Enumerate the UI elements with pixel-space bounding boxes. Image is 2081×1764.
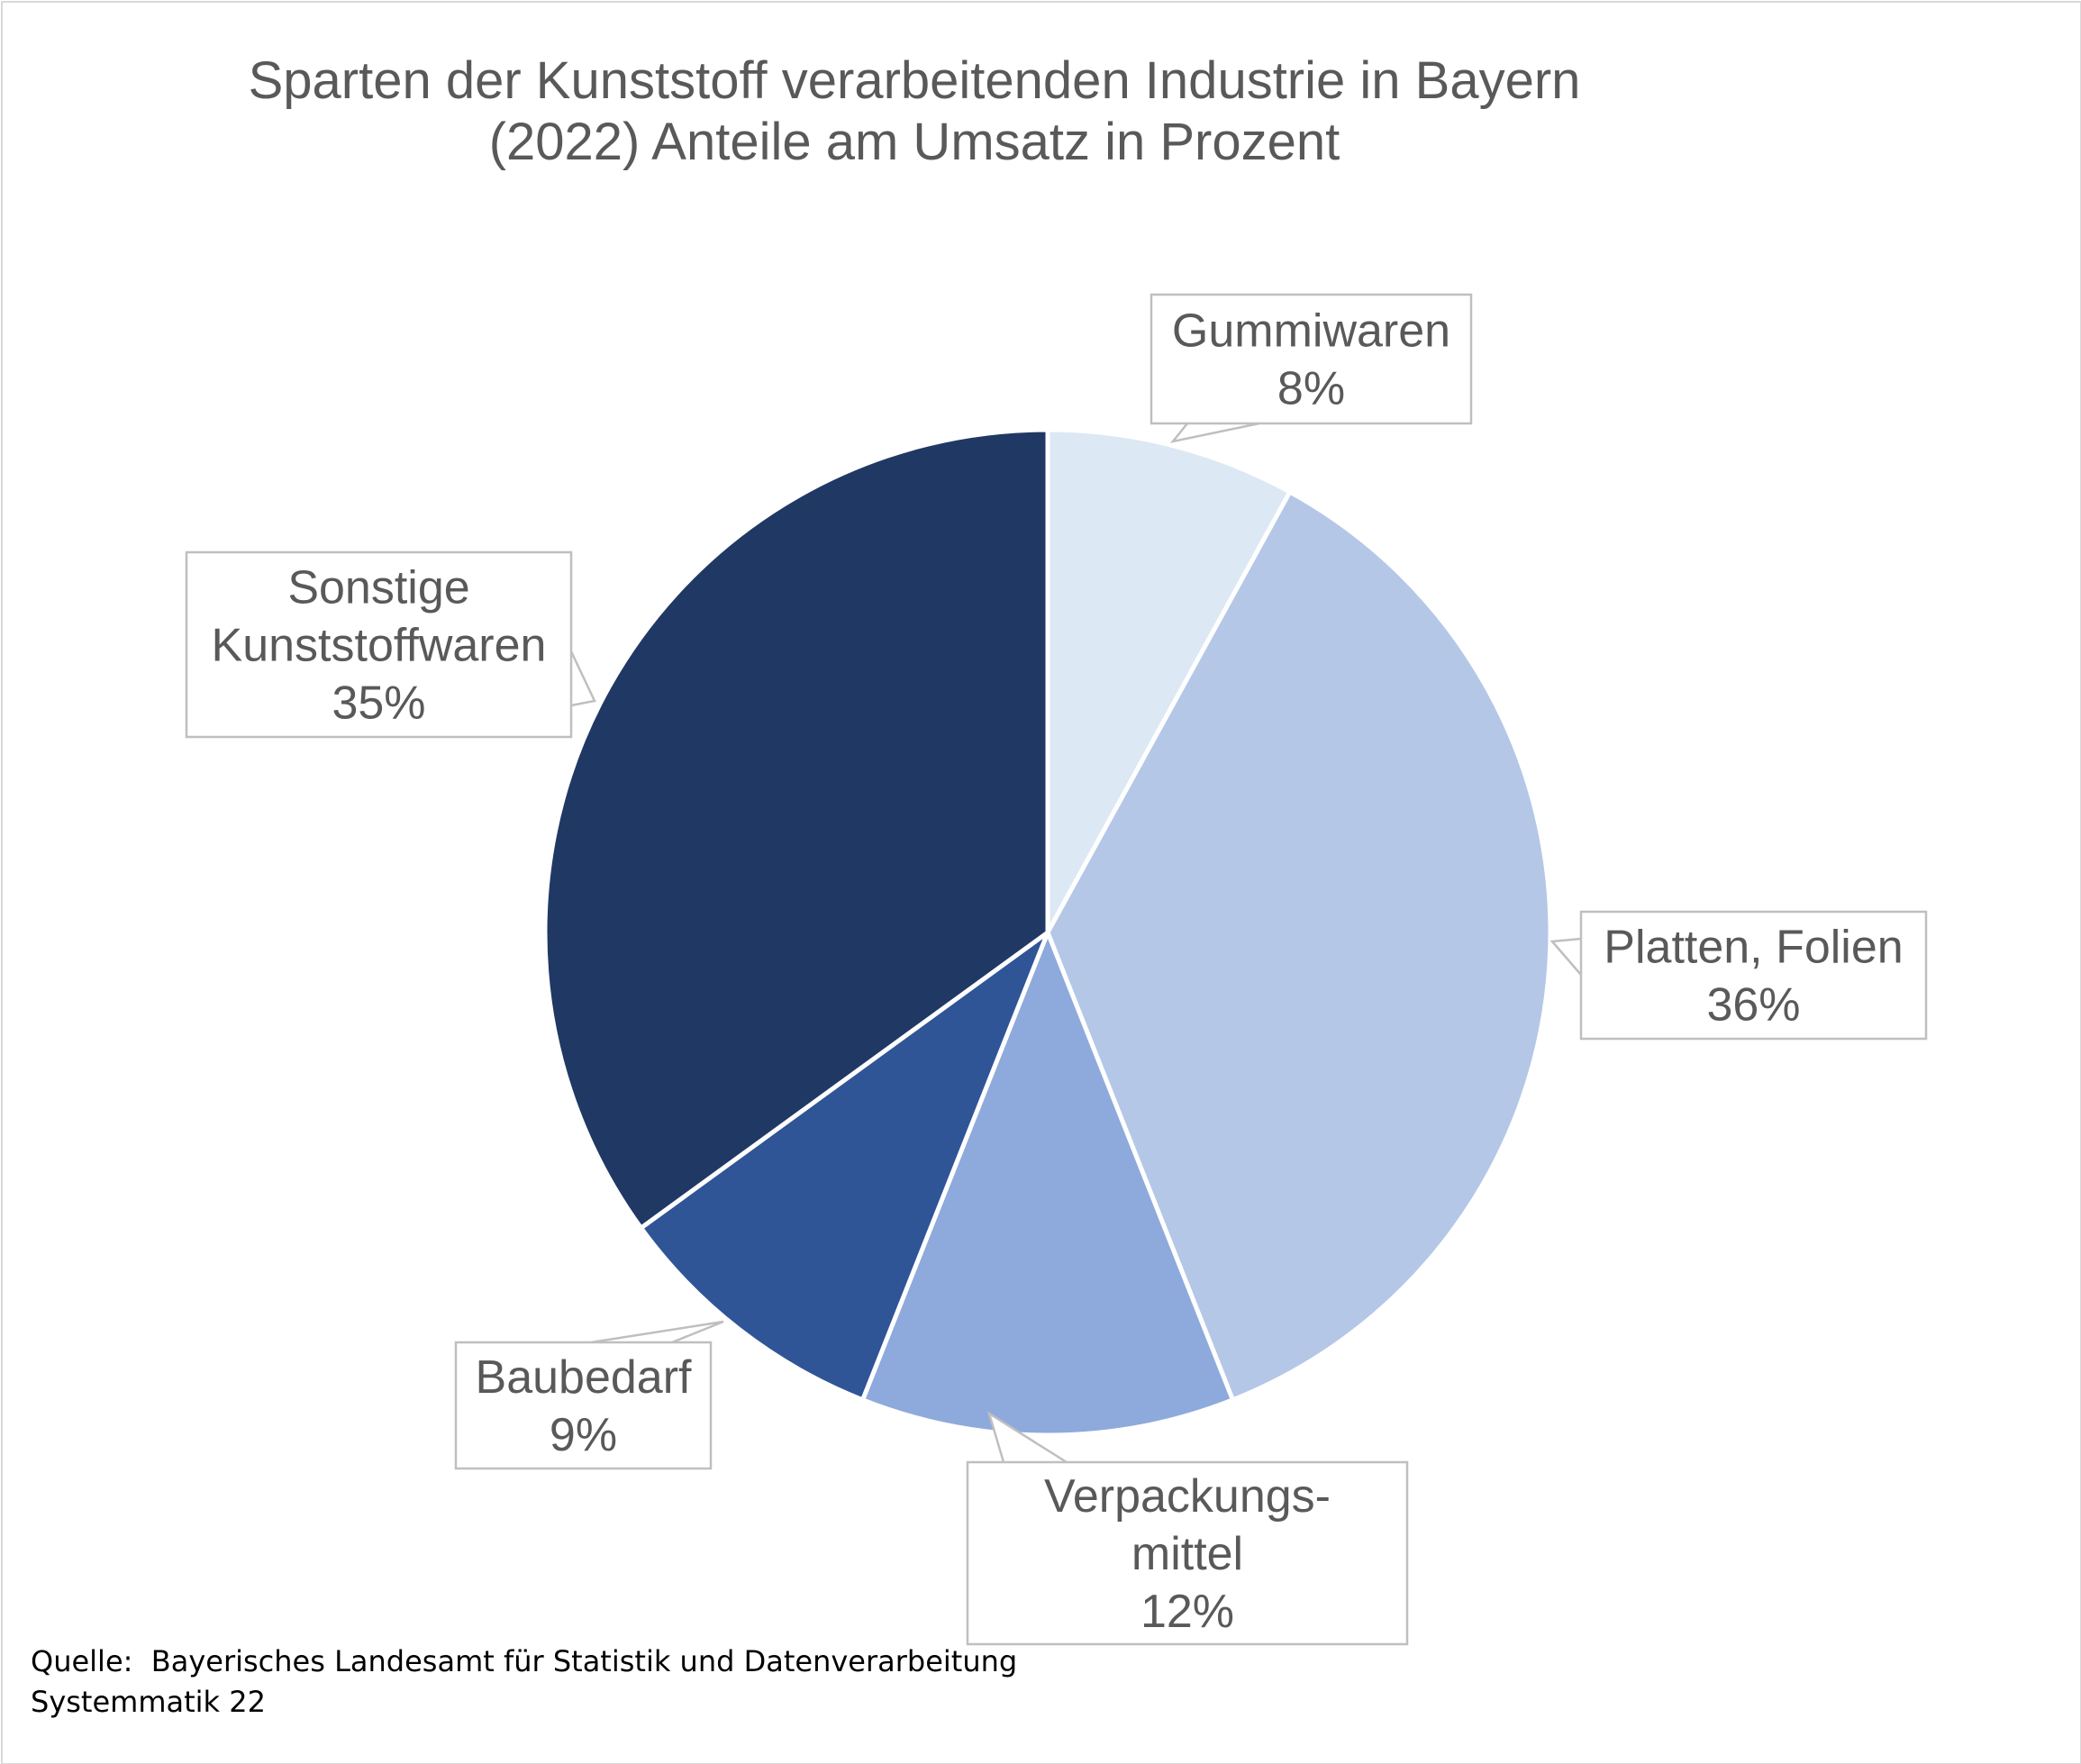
- callout-pointer: [986, 1411, 1068, 1464]
- callout-pointer: [569, 650, 596, 707]
- callout-box: [454, 1341, 713, 1470]
- callout-box: [1579, 910, 1928, 1041]
- slice-category-label: mittel: [1131, 1528, 1243, 1580]
- callout-box: [966, 1460, 1409, 1646]
- slice-category-label: Kunststoffwaren: [212, 620, 547, 672]
- slice-category-label: Verpackungs-: [1044, 1470, 1331, 1523]
- slice-category-label: Sonstige: [287, 562, 469, 614]
- pie-slice: [639, 930, 1050, 1403]
- pie-slice: [1045, 489, 1553, 1403]
- data-label-callout: Verpackungs-mittel 12%: [966, 1411, 1409, 1646]
- pie-slice: [860, 930, 1235, 1438]
- slice-value-label: 9%: [550, 1409, 617, 1461]
- slice-value-label: 36%: [1706, 979, 1800, 1032]
- pie-slice: [542, 427, 1050, 1231]
- slice-category-label: Platten, Folien: [1604, 922, 1903, 974]
- callout-box: [185, 550, 573, 739]
- slice-category-label: Baubedarf: [476, 1351, 693, 1404]
- callout-pointer: [1549, 937, 1582, 976]
- source-line-1: Quelle: Bayerisches Landesamt für Statis…: [31, 1644, 1018, 1678]
- callout-pointer: [590, 1320, 724, 1344]
- pie-slice: [1045, 427, 1293, 935]
- chart-title-line-1: Sparten der Kunststoff verarbeitenden In…: [248, 51, 1581, 110]
- chart-title-line-2: (2022) Anteile am Umsatz in Prozent: [488, 113, 1340, 171]
- slice-value-label: 12%: [1140, 1586, 1234, 1638]
- slice-value-label: 35%: [332, 677, 425, 730]
- slice-value-label: 8%: [1277, 363, 1345, 415]
- source-note: Quelle: Bayerisches Landesamt für Statis…: [31, 1641, 1017, 1723]
- slice-category-label: Gummiwaren: [1172, 305, 1450, 358]
- callout-pointer: [1169, 422, 1260, 443]
- callout-box: [1150, 293, 1473, 425]
- chart-title: Sparten der Kunststoff verarbeitenden In…: [0, 50, 1829, 173]
- source-line-2: Systemmatik 22: [31, 1685, 266, 1719]
